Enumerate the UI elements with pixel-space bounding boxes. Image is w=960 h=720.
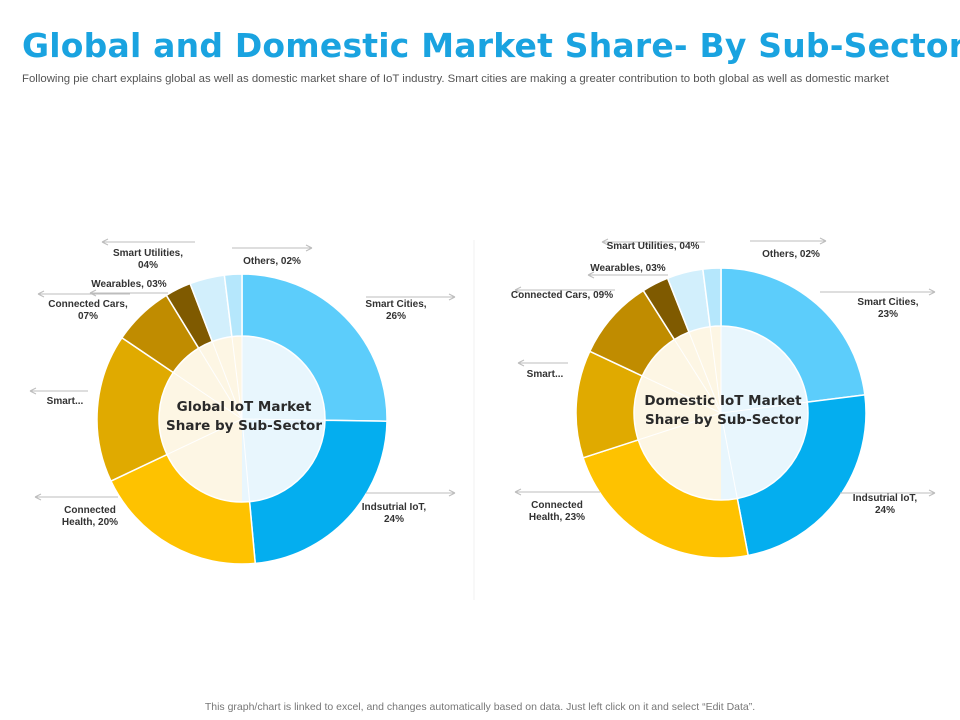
global-arrow-icon	[101, 238, 109, 246]
domestic-label-connected-cars: Connected Cars, 09%	[511, 290, 613, 301]
page-subtitle: Following pie chart explains global as w…	[22, 73, 889, 85]
domestic-hub-divider	[642, 375, 722, 414]
domestic-arrow-icon	[928, 288, 936, 296]
domestic-label-wearables: Wearables, 03%	[590, 263, 666, 274]
domestic-slice-others[interactable]	[701, 267, 722, 328]
domestic-hub-left	[634, 326, 721, 500]
global-hub-divider	[241, 418, 251, 502]
domestic-arrow-icon	[514, 286, 522, 294]
page-title: Global and Domestic Market Share- By Sub…	[22, 26, 960, 65]
domestic-label-smart-utilities: Smart Utilities, 04%	[607, 241, 700, 252]
domestic-label-smart-cities: Smart Cities, 23%	[857, 297, 918, 320]
domestic-hub-divider	[720, 401, 808, 414]
global-arrow-icon	[34, 493, 42, 501]
domestic-hub-divider	[638, 412, 722, 441]
domestic-arrow-icon	[601, 238, 609, 246]
global-label-wearables: Wearables, 03%	[91, 279, 167, 290]
domestic-center-title: Domestic IoT Market Share by Sub-Sector	[644, 393, 802, 428]
domestic-label-others: Others, 02%	[762, 249, 820, 260]
global-label-connected-cars: Connected Cars, 07%	[48, 299, 128, 322]
global-arrow-icon	[305, 244, 313, 252]
domestic-donut-chart[interactable]: Smart Cities, 23% Indsutrial IoT, 24% Connec…	[511, 237, 936, 559]
global-label-smart-utilities: Smart Utilities, 04%	[113, 248, 183, 271]
global-donut-chart[interactable]: Smart Cities, 26% Indsutrial IoT, 24% Connec…	[29, 238, 456, 565]
global-label-smart-cities: Smart Cities, 26%	[365, 299, 426, 322]
domestic-hub-divider	[688, 331, 722, 414]
global-hub-divider	[231, 336, 243, 420]
global-hub-divider	[241, 418, 325, 421]
domestic-slice-indsutrial-iot[interactable]	[736, 393, 867, 557]
global-label-smart: Smart...	[47, 396, 84, 407]
domestic-label-indsutrial-iot: Indsutrial IoT, 24%	[853, 493, 918, 516]
domestic-arrow-icon	[819, 237, 827, 245]
global-hub-left	[159, 336, 242, 502]
global-hub-divider	[198, 347, 243, 420]
footer-note: This graph/chart is linked to excel, and…	[204, 701, 756, 713]
global-hub-divider	[172, 372, 243, 420]
global-slice-smart-cities[interactable]	[241, 273, 388, 422]
domestic-hub-right	[721, 326, 808, 500]
domestic-arrow-icon	[928, 489, 936, 497]
domestic-arrow-icon	[587, 271, 595, 279]
global-label-indsutrial-iot: Indsutrial IoT, 24%	[362, 502, 427, 525]
domestic-hub-divider	[720, 412, 738, 499]
global-arrow-icon	[448, 489, 456, 497]
global-center-title: Global IoT Market Share by Sub-Sector	[166, 399, 322, 434]
global-arrow-icon	[89, 289, 97, 297]
global-arrow-icon	[29, 387, 37, 395]
domestic-label-connected-health: Connected Health, 23%	[529, 500, 585, 523]
global-slice-others[interactable]	[223, 273, 243, 338]
global-label-others: Others, 02%	[243, 256, 301, 267]
global-arrow-icon	[448, 293, 456, 301]
global-slice-indsutrial-iot[interactable]	[248, 419, 388, 565]
domestic-hub-divider	[673, 339, 722, 414]
domestic-hub-divider	[709, 326, 722, 414]
domestic-arrow-icon	[514, 488, 522, 496]
domestic-arrow-icon	[517, 359, 525, 367]
domestic-label-smart: Smart...	[527, 369, 564, 380]
global-label-connected-health: Connected Health, 20%	[62, 505, 118, 528]
global-hub-divider	[166, 418, 243, 455]
global-hub-divider	[211, 341, 243, 420]
global-arrow-icon	[37, 290, 45, 298]
global-hub-right	[242, 336, 325, 502]
